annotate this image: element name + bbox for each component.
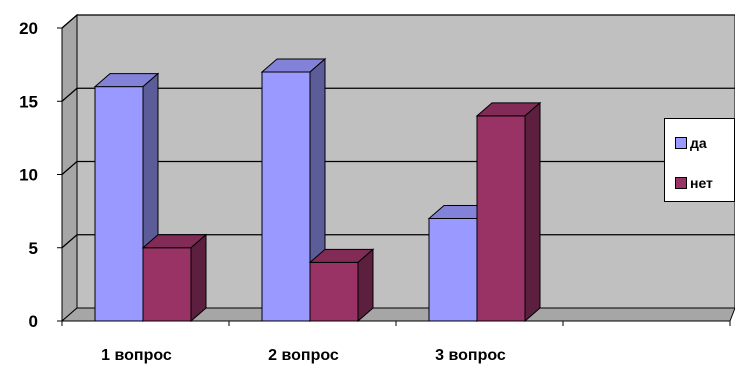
legend-label-net: нет [690, 175, 713, 191]
bar-да-2 [260, 57, 327, 323]
legend-item-net: нет [675, 175, 713, 191]
y-tick-label: 20 [19, 19, 38, 38]
x-tick-label: 1 вопрос [101, 347, 172, 364]
bar-нет-1 [141, 233, 208, 323]
legend-label-da: да [690, 135, 707, 151]
legend-swatch-da [675, 137, 687, 149]
y-tick-label: 15 [19, 92, 38, 111]
bar-нет-2 [308, 248, 375, 323]
legend-swatch-net [675, 177, 687, 189]
x-tick-label: 3 вопрос [435, 347, 506, 364]
y-tick-label: 5 [29, 239, 38, 258]
x-tick-label: 2 вопрос [268, 347, 339, 364]
bars [93, 57, 542, 323]
legend: да нет [664, 118, 735, 202]
legend-item-da: да [675, 135, 707, 151]
bar-нет-3 [475, 101, 542, 323]
labels: 0 5 10 15 20 1 вопрос 2 вопрос 3 вопрос [19, 19, 506, 364]
gridline [61, 14, 735, 29]
gridline [61, 87, 735, 102]
y-tick-label: 0 [29, 312, 38, 331]
bar-да-1 [93, 72, 160, 323]
y-tick-label: 10 [19, 166, 38, 185]
